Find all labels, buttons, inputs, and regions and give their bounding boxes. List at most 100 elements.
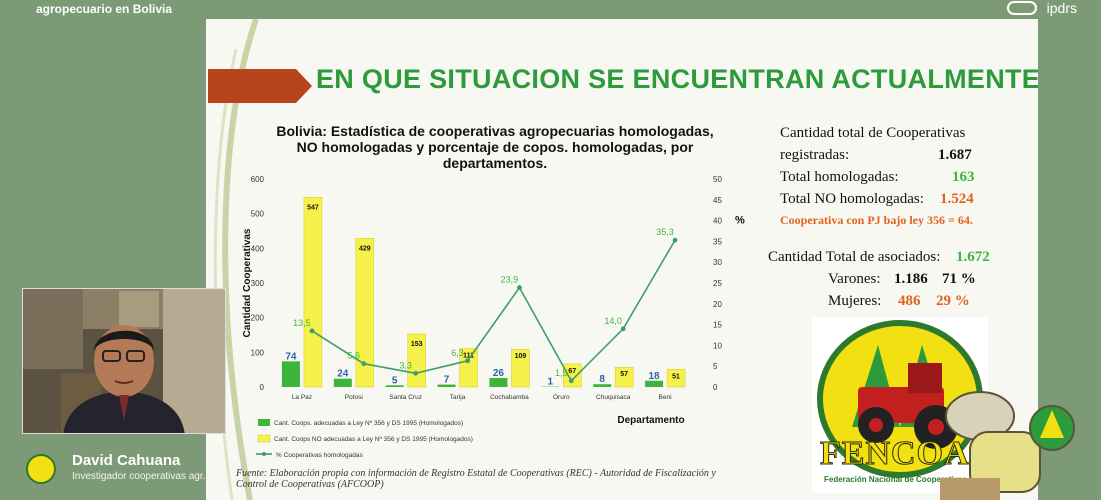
data-label-no-homologadas: 51 (672, 373, 680, 380)
varones-pct: 71 % (942, 271, 976, 287)
legend-swatch-homologadas (258, 419, 270, 426)
chart-title-line: departamentos. (442, 155, 548, 171)
title-arrow-icon (208, 69, 312, 103)
data-label-no-homologadas: 109 (515, 353, 527, 360)
slide-title: EN QUE SITUACION SE ENCUENTRAN ACTUALMEN… (316, 64, 1038, 94)
bar-homologadas (593, 384, 612, 387)
y-tick-label: 0 (260, 383, 265, 392)
x-tick-label: Santa Cruz (389, 394, 422, 401)
data-label-no-homologadas: 547 (307, 204, 319, 211)
y2-tick-label: 35 (713, 237, 722, 246)
total-value: 1.687 (938, 147, 972, 163)
data-label-homologadas: 24 (337, 369, 349, 380)
y-tick-label: 100 (251, 348, 265, 357)
partner-logos: ipdrs (1006, 0, 1077, 16)
pj-note: Cooperativa con PJ bajo ley 356 = 64. (780, 213, 973, 227)
fencoa-subtitle: Federación Nacional de Cooperativas (824, 475, 967, 484)
fencoa-name: FENCOA (820, 435, 970, 473)
y-tick-label: 600 (251, 175, 265, 184)
line-point (568, 378, 574, 384)
ipdrs-logo: ipdrs (1046, 0, 1077, 16)
bar-no-homologadas (407, 333, 426, 388)
y-tick-label: 300 (251, 279, 265, 288)
bar-no-homologadas (666, 369, 686, 388)
bar-homologadas (437, 384, 456, 387)
mujeres-value: 486 (898, 293, 921, 309)
x-tick-label: Oruro (553, 394, 570, 401)
legend-marker-percent (262, 452, 266, 456)
data-label-homologadas: 74 (285, 351, 297, 362)
line-percent-homologadas (311, 239, 676, 383)
data-label-homologadas: 1 (548, 377, 554, 388)
presenter-webcam-video (22, 288, 226, 434)
data-label-percent: 6,3 (451, 348, 464, 358)
x-tick-label: Tarija (450, 394, 466, 401)
line-point (517, 285, 522, 290)
data-label-percent: 3,3 (399, 360, 412, 370)
presentation-slide: EN QUE SITUACION SE ENCUENTRAN ACTUALMEN… (206, 19, 1038, 500)
y-tick-label: 500 (251, 210, 265, 219)
y2-tick-label: 45 (713, 196, 722, 205)
bar-no-homologadas (303, 197, 323, 388)
bar-no-homologadas (511, 348, 530, 388)
homologadas-value: 163 (952, 169, 975, 185)
y2-tick-label: 10 (713, 341, 722, 350)
bar-no-homologadas (355, 238, 375, 388)
line-point (413, 370, 419, 376)
source-footnote: Fuente: Elaboración propia con informaci… (236, 468, 716, 490)
data-label-no-homologadas: 57 (620, 371, 628, 378)
data-label-homologadas: 18 (649, 371, 661, 382)
presenter-nameplate: David Cahuana Investigador cooperativas … (22, 448, 232, 500)
data-label-percent: 35,3 (656, 227, 674, 237)
asociados-label: Cantidad Total de asociados: (768, 249, 941, 265)
chart-title-line: Bolivia: Estadística de cooperativas agr… (276, 123, 714, 139)
data-label-no-homologadas: 67 (568, 368, 576, 375)
bar-homologadas (333, 378, 352, 387)
data-label-percent: 14,0 (604, 316, 622, 326)
x-tick-label: Potosi (345, 394, 363, 401)
organization-badge-icon (26, 454, 56, 484)
data-label-percent: 5,6 (348, 351, 361, 361)
no-homologadas-label: Total NO homologadas: (780, 191, 924, 207)
legend-label-percent: % Cooperativas homologadas (276, 452, 363, 459)
partner-logo-icon (1006, 1, 1037, 15)
fencoa-logo: FENCOA Federación Nacional de Cooperativ… (812, 317, 988, 493)
bar-homologadas (645, 380, 664, 387)
asociados-value: 1.672 (956, 249, 990, 265)
line-point (309, 328, 315, 334)
legend-label-no-homologadas: Cant. Coops NO adecuadas a Ley Nº 356 y … (274, 436, 473, 443)
y-tick-label: 400 (251, 244, 265, 253)
y-axis-label: Cantidad Cooperativas (242, 228, 253, 337)
bar-no-homologadas (563, 363, 582, 388)
y2-tick-label: 5 (713, 362, 718, 371)
y2-tick-label: 20 (713, 300, 722, 309)
bar-homologadas (489, 377, 508, 387)
chart-title: Bolivia: Estadística de cooperativas agr… (230, 123, 760, 171)
bar-homologadas (281, 361, 300, 387)
y2-tick-label: 0 (713, 383, 718, 392)
line-point (620, 326, 626, 332)
line-point (465, 358, 470, 364)
data-label-percent: 13,5 (293, 318, 311, 328)
event-title: agropecuario en Bolivia (36, 2, 173, 16)
y-tick-label: 200 (251, 314, 265, 323)
y2-tick-label: 15 (713, 321, 722, 330)
presenter-name: David Cahuana (72, 452, 181, 469)
presenter-role: Investigador cooperativas agr... (72, 471, 211, 482)
data-label-homologadas: 5 (392, 375, 398, 386)
varones-value: 1.186 (894, 271, 928, 287)
data-label-percent: 23,9 (501, 275, 519, 285)
line-point (361, 361, 367, 367)
line-point (672, 237, 678, 243)
farmer-mascot-icon (940, 391, 1075, 500)
bar-no-homologadas (459, 348, 478, 388)
homologadas-label: Total homologadas: (780, 169, 899, 185)
data-label-homologadas: 26 (493, 368, 505, 379)
presenter-video-frame (23, 289, 225, 433)
x-axis-label: Departamento (617, 415, 684, 426)
data-label-homologadas: 7 (444, 375, 450, 386)
total-label-2: registradas: (780, 147, 850, 163)
legend-swatch-no-homologadas (257, 434, 271, 443)
y2-axis-label: % (735, 215, 745, 227)
x-tick-label: La Paz (292, 394, 312, 401)
